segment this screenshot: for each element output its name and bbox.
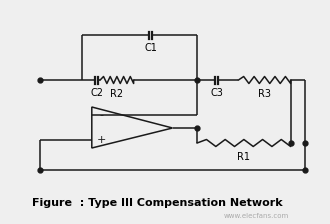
Text: R2: R2 [110, 89, 123, 99]
Text: -: - [100, 110, 104, 120]
Text: +: + [97, 135, 106, 145]
Text: C2: C2 [90, 88, 103, 98]
Text: www.elecfans.com: www.elecfans.com [223, 213, 289, 219]
Text: R1: R1 [237, 152, 250, 162]
Text: R3: R3 [258, 89, 271, 99]
Text: Figure  : Type III Compensation Network: Figure : Type III Compensation Network [32, 198, 283, 208]
Text: C3: C3 [210, 88, 223, 98]
Text: C1: C1 [145, 43, 157, 53]
